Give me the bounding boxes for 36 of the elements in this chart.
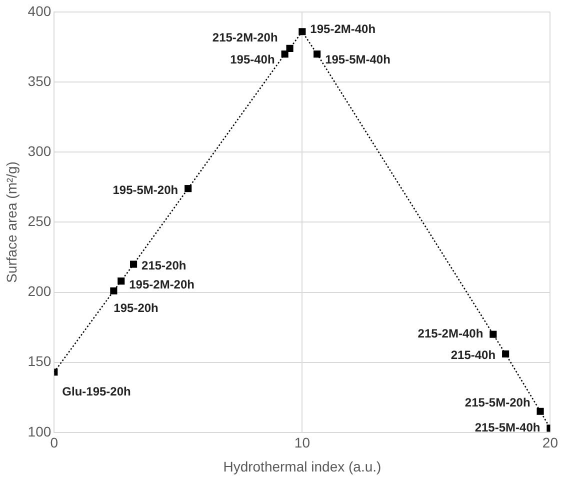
x-tick-label: 10 — [294, 434, 310, 451]
annotation: 215-2M-40h — [418, 326, 484, 341]
x-tick-label: 0 — [50, 434, 58, 451]
y-tick-label: 200 — [28, 283, 52, 300]
x-tick-label: 20 — [542, 434, 558, 451]
point — [130, 260, 138, 268]
y-tick-label: 150 — [28, 353, 52, 370]
y-tick-label: 350 — [28, 72, 52, 89]
x-axis-title: Hydrothermal index (a.u.) — [223, 458, 382, 474]
annotation: Glu-195-20h — [62, 384, 131, 398]
annotation: 195-2M-40h — [310, 22, 376, 36]
point — [298, 28, 306, 36]
point — [314, 50, 321, 58]
y-tick-label: 300 — [28, 142, 52, 159]
point — [118, 278, 125, 285]
annotation: 195-5M-40h — [325, 52, 390, 66]
annotation: 195-20h — [114, 301, 158, 316]
y-tick-label: 100 — [28, 423, 52, 440]
annotation: 215-40h — [450, 348, 496, 362]
annotation: 215-20h — [142, 258, 186, 273]
y-tick-label: 250 — [28, 213, 52, 230]
annotation: 195-40h — [230, 52, 275, 66]
point — [490, 330, 497, 338]
point — [281, 50, 288, 58]
point — [110, 287, 118, 294]
annotation: 215-2M-20h — [212, 30, 278, 45]
annotation: 195-2M-20h — [129, 277, 194, 292]
point — [502, 350, 510, 358]
annotation: 215-5M-40h — [474, 420, 540, 435]
point — [536, 408, 544, 415]
annotation: 195-5M-20h — [112, 182, 178, 197]
point — [286, 44, 294, 52]
point — [184, 185, 192, 192]
y-tick-label: 400 — [28, 2, 52, 19]
annotation: 215-5M-20h — [464, 396, 530, 410]
y-axis-title: Surface area (m²/g) — [3, 162, 20, 283]
